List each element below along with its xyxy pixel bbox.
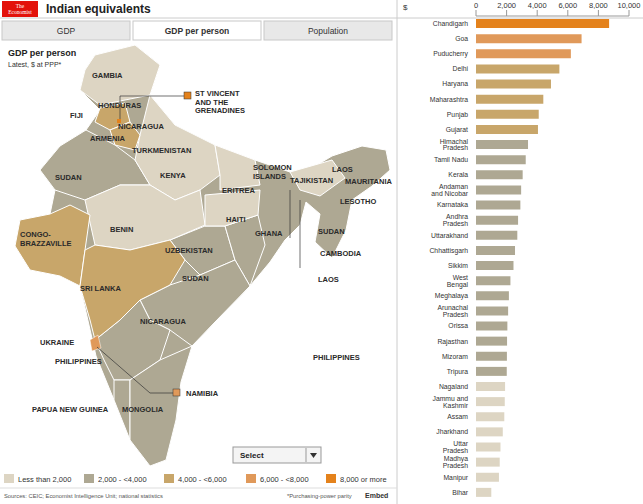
svg-text:LESOTHO: LESOTHO bbox=[340, 197, 376, 206]
svg-text:0: 0 bbox=[474, 1, 478, 10]
svg-text:ArunachalPradesh: ArunachalPradesh bbox=[437, 304, 468, 318]
svg-text:Punjab: Punjab bbox=[447, 111, 468, 119]
svg-text:Jammu andKashmir: Jammu andKashmir bbox=[432, 395, 468, 409]
svg-text:WestBengal: WestBengal bbox=[447, 274, 469, 289]
svg-text:6,000: 6,000 bbox=[558, 1, 577, 10]
svg-text:MAURITANIA: MAURITANIA bbox=[345, 177, 393, 186]
svg-text:GDP per person: GDP per person bbox=[165, 26, 230, 36]
svg-text:CAMBODIA: CAMBODIA bbox=[320, 249, 362, 258]
svg-text:Assam: Assam bbox=[447, 413, 468, 420]
svg-text:GDP per person: GDP per person bbox=[8, 48, 76, 58]
svg-text:SOLOMONISLANDS: SOLOMONISLANDS bbox=[253, 163, 292, 181]
svg-text:GDP: GDP bbox=[57, 26, 76, 36]
svg-text:Less than 2,000: Less than 2,000 bbox=[18, 475, 71, 484]
svg-text:LAOS: LAOS bbox=[332, 165, 353, 174]
svg-text:HimachalPradesh: HimachalPradesh bbox=[440, 138, 469, 152]
svg-text:PHILIPPINES: PHILIPPINES bbox=[55, 357, 102, 366]
svg-text:SUDAN: SUDAN bbox=[318, 227, 345, 236]
svg-text:SRI LANKA: SRI LANKA bbox=[80, 284, 121, 293]
svg-text:AndhraPradesh: AndhraPradesh bbox=[443, 213, 469, 227]
svg-text:Maharashtra: Maharashtra bbox=[430, 96, 468, 103]
svg-text:Orissa: Orissa bbox=[448, 322, 468, 329]
svg-text:HONDURAS: HONDURAS bbox=[98, 101, 141, 110]
svg-text:UttarPradesh: UttarPradesh bbox=[443, 440, 469, 454]
svg-text:Manipur: Manipur bbox=[443, 474, 468, 482]
svg-text:4,000: 4,000 bbox=[528, 1, 547, 10]
svg-text:PHILIPPINES: PHILIPPINES bbox=[313, 353, 360, 362]
svg-text:2,000 - <4,000: 2,000 - <4,000 bbox=[98, 475, 147, 484]
svg-text:*Purchasing-power parity: *Purchasing-power parity bbox=[287, 493, 352, 499]
svg-text:BENIN: BENIN bbox=[110, 225, 133, 234]
svg-text:Puducherry: Puducherry bbox=[433, 50, 468, 58]
svg-text:Haryana: Haryana bbox=[442, 80, 468, 88]
svg-text:Indian equivalents: Indian equivalents bbox=[46, 2, 151, 16]
svg-text:10,000: 10,000 bbox=[618, 1, 635, 10]
svg-text:UKRAINE: UKRAINE bbox=[40, 338, 74, 347]
svg-text:Karnataka: Karnataka bbox=[437, 201, 468, 208]
svg-text:The: The bbox=[15, 3, 25, 9]
svg-text:Population: Population bbox=[308, 26, 348, 36]
svg-text:ERITREA: ERITREA bbox=[222, 186, 256, 195]
svg-text:GAMBIA: GAMBIA bbox=[92, 71, 123, 80]
svg-text:Gujarat: Gujarat bbox=[446, 126, 468, 134]
svg-text:Tripura: Tripura bbox=[447, 368, 468, 376]
svg-text:FIJI: FIJI bbox=[70, 111, 83, 120]
svg-text:Chhattisgarh: Chhattisgarh bbox=[429, 247, 468, 255]
svg-text:TAJIKISTAN: TAJIKISTAN bbox=[290, 176, 333, 185]
svg-text:Select: Select bbox=[240, 451, 264, 460]
svg-text:Jharkhand: Jharkhand bbox=[436, 428, 468, 435]
svg-text:NICARAGUA: NICARAGUA bbox=[140, 317, 186, 326]
svg-text:Bihar: Bihar bbox=[452, 489, 469, 496]
svg-text:ARMENIA: ARMENIA bbox=[90, 134, 126, 143]
svg-text:Meghalaya: Meghalaya bbox=[435, 292, 468, 300]
svg-text:Latest, $ at PPP*: Latest, $ at PPP* bbox=[8, 61, 62, 68]
svg-text:CONGO-BRAZZAVILLE: CONGO-BRAZZAVILLE bbox=[20, 230, 72, 248]
svg-text:2,000: 2,000 bbox=[497, 1, 516, 10]
svg-text:8,000: 8,000 bbox=[589, 1, 608, 10]
svg-text:Chandigarh: Chandigarh bbox=[433, 20, 468, 28]
svg-text:Embed: Embed bbox=[365, 492, 388, 499]
svg-text:8,000 or more: 8,000 or more bbox=[340, 475, 387, 484]
svg-text:HAITI: HAITI bbox=[226, 215, 246, 224]
svg-text:SUDAN: SUDAN bbox=[182, 274, 209, 283]
svg-text:Goa: Goa bbox=[455, 35, 468, 42]
svg-text:Uttarakhand: Uttarakhand bbox=[431, 232, 468, 239]
svg-text:Sikkim: Sikkim bbox=[448, 262, 468, 269]
svg-text:KENYA: KENYA bbox=[160, 171, 186, 180]
svg-text:4,000 - <6,000: 4,000 - <6,000 bbox=[178, 475, 227, 484]
svg-text:Mizoram: Mizoram bbox=[442, 353, 468, 360]
svg-text:MadhyaPradesh: MadhyaPradesh bbox=[443, 455, 469, 469]
svg-text:Delhi: Delhi bbox=[453, 65, 469, 72]
svg-text:SUDAN: SUDAN bbox=[55, 173, 82, 182]
svg-text:MONGOLIA: MONGOLIA bbox=[122, 405, 164, 414]
svg-text:PAPUA NEW GUINEA: PAPUA NEW GUINEA bbox=[32, 405, 109, 414]
svg-text:Economist: Economist bbox=[8, 9, 32, 15]
svg-text:Nagaland: Nagaland bbox=[439, 383, 468, 391]
svg-text:LAOS: LAOS bbox=[318, 275, 339, 284]
svg-text:6,000 - <8,000: 6,000 - <8,000 bbox=[260, 475, 309, 484]
svg-text:Andamanand Nicobar: Andamanand Nicobar bbox=[431, 183, 468, 197]
svg-text:GHANA: GHANA bbox=[255, 229, 283, 238]
svg-text:Tamil Nadu: Tamil Nadu bbox=[434, 156, 468, 163]
svg-text:TURKMENISTAN: TURKMENISTAN bbox=[132, 146, 191, 155]
svg-text:NAMIBIA: NAMIBIA bbox=[186, 389, 219, 398]
svg-text:Kerala: Kerala bbox=[448, 171, 468, 178]
svg-text:Sources: CEIC; Economist Intel: Sources: CEIC; Economist Intelligence Un… bbox=[8, 493, 163, 499]
svg-text:UZBEKISTAN: UZBEKISTAN bbox=[165, 246, 213, 255]
svg-text:NICARAGUA: NICARAGUA bbox=[118, 122, 164, 131]
svg-text:Rajasthan: Rajasthan bbox=[437, 338, 468, 346]
svg-text:ST VINCENTAND THEGRENADINES: ST VINCENTAND THEGRENADINES bbox=[195, 89, 245, 115]
